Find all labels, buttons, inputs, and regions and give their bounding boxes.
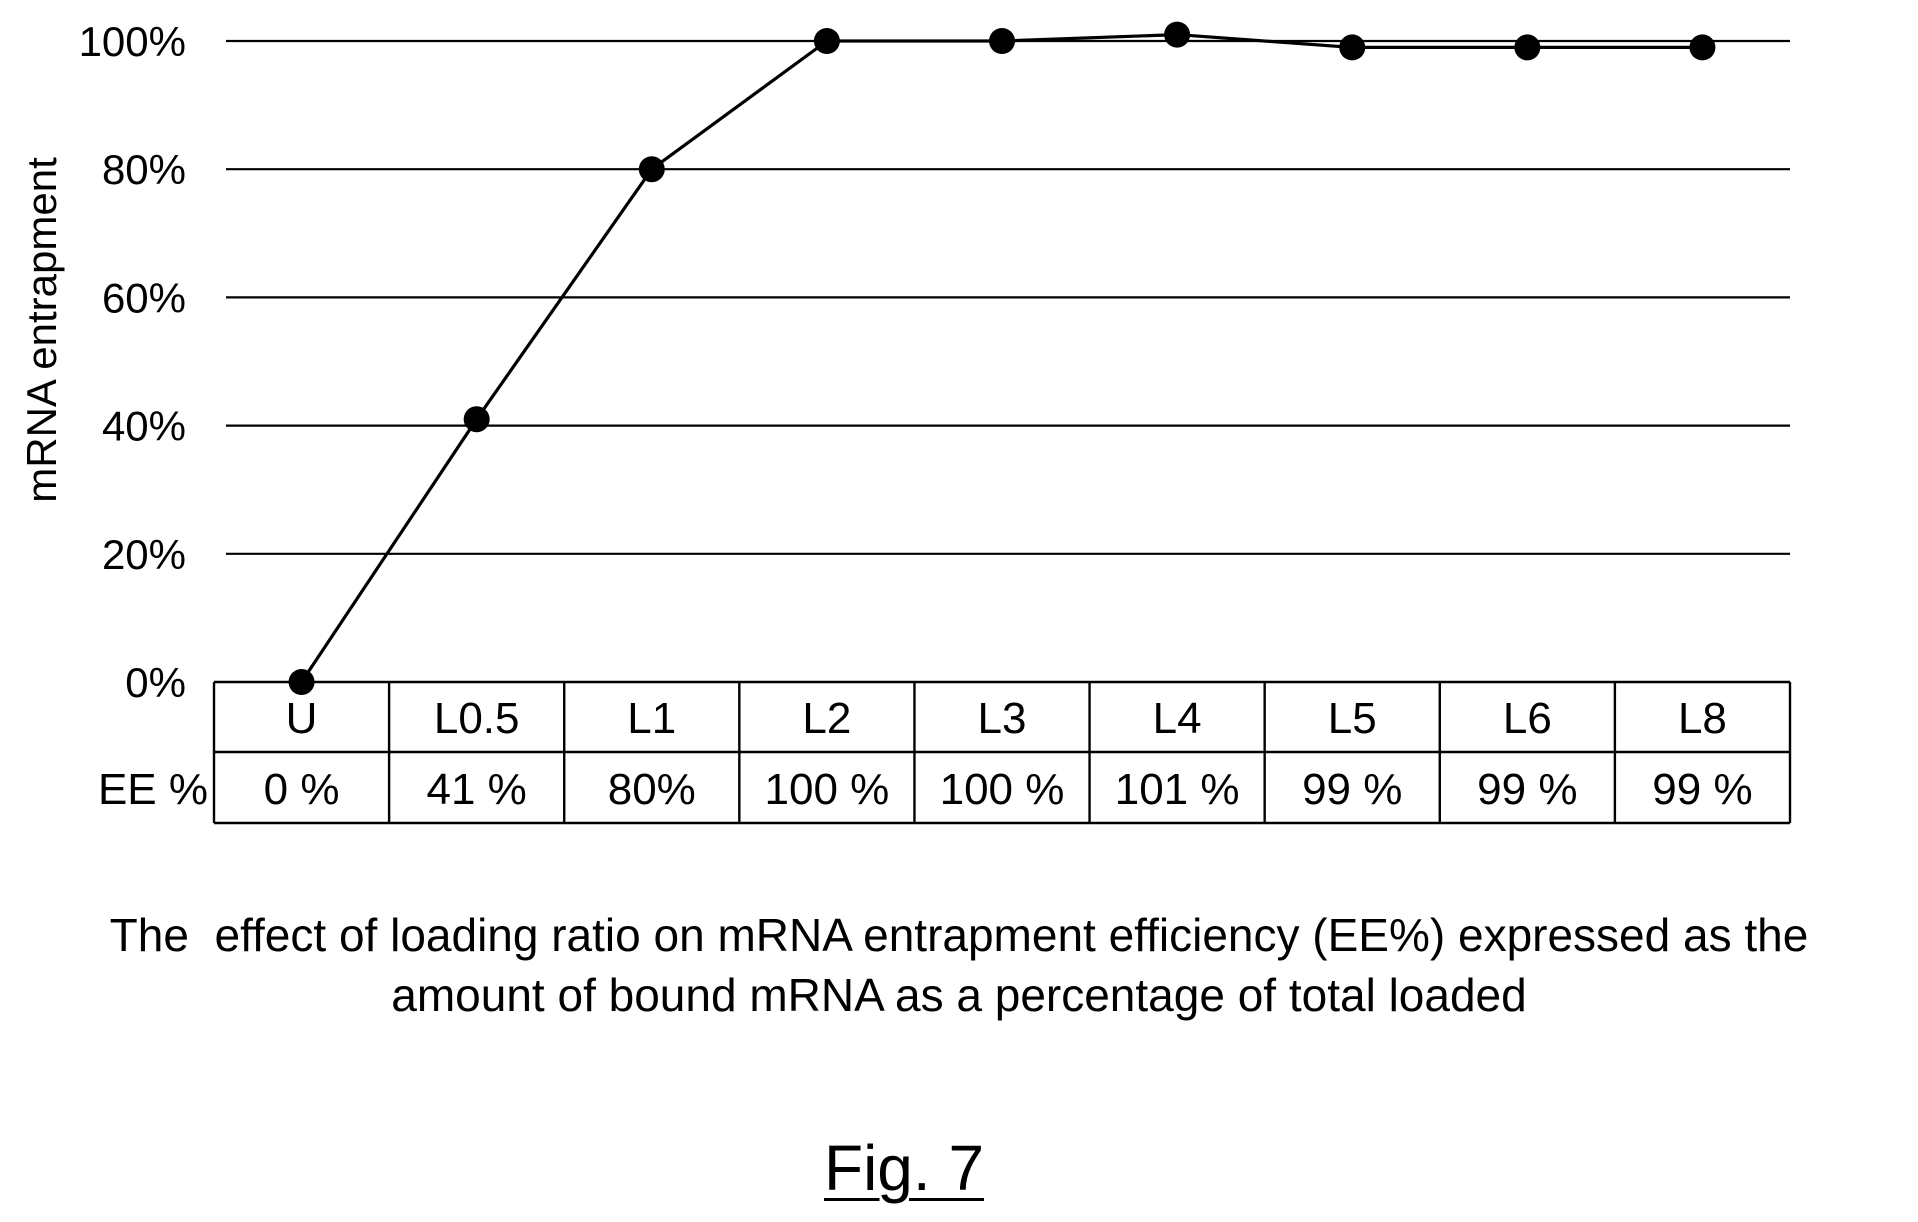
- table-cell-ee: 0 %: [264, 765, 340, 814]
- data-point: [1164, 21, 1191, 48]
- figure-caption: The effect of loading ratio on mRNA entr…: [0, 905, 1918, 1025]
- data-point: [638, 156, 665, 183]
- table-cell-ee: 99 %: [1302, 765, 1402, 814]
- x-category-label: L2: [802, 694, 851, 743]
- data-point: [463, 406, 490, 433]
- x-category-label: L1: [627, 694, 676, 743]
- y-axis-ticks: 0% 20% 40% 60% 80% 100%: [79, 18, 186, 706]
- data-point: [1339, 34, 1366, 61]
- x-category-label: U: [286, 694, 318, 743]
- y-tick-label: 80%: [102, 146, 186, 193]
- x-category-label: L6: [1503, 694, 1552, 743]
- data-point: [1689, 34, 1716, 61]
- x-category-label: L4: [1153, 694, 1202, 743]
- x-category-label: L8: [1678, 694, 1727, 743]
- table-cell-ee: 99 %: [1477, 765, 1577, 814]
- data-point: [1514, 34, 1541, 61]
- y-tick-label: 40%: [102, 403, 186, 450]
- y-tick-label: 100%: [79, 18, 186, 65]
- table-cell-ee: 100 %: [940, 765, 1065, 814]
- figure-label-text: Fig. 7: [823, 1132, 985, 1204]
- caption-line-1: The effect of loading ratio on mRNA entr…: [109, 909, 1809, 961]
- data-point: [989, 28, 1015, 54]
- table-cell-ee: 80%: [608, 765, 696, 814]
- y-axis-label: mRNA entrapment: [18, 157, 65, 503]
- series-line: [300, 32, 1703, 683]
- x-category-label: L3: [978, 694, 1027, 743]
- x-category-label: L5: [1328, 694, 1377, 743]
- gridlines: [226, 39, 1790, 555]
- figure-label: Fig. 7: [0, 1130, 1808, 1206]
- table-cell-ee: 101 %: [1115, 765, 1240, 814]
- table-row-header: EE %: [98, 765, 208, 814]
- series-line-layer: [288, 21, 1716, 695]
- table-cell-ee: 100 %: [765, 765, 890, 814]
- caption-line-2: amount of bound mRNA as a percentage of …: [391, 969, 1527, 1021]
- data-point: [813, 28, 840, 54]
- data-point: [288, 669, 315, 695]
- y-tick-label: 20%: [102, 531, 186, 578]
- data-table: U L0.5 L1 L2 L3 L4 L5 L6 L8 EE % 0 % 41 % 80% 100 % 10…: [98, 680, 1792, 825]
- table-cell-ee: 41 %: [427, 765, 527, 814]
- x-category-label: L0.5: [434, 694, 520, 743]
- y-tick-label: 0%: [125, 659, 186, 706]
- table-cell-ee: 99 %: [1652, 765, 1752, 814]
- y-tick-label: 60%: [102, 274, 186, 321]
